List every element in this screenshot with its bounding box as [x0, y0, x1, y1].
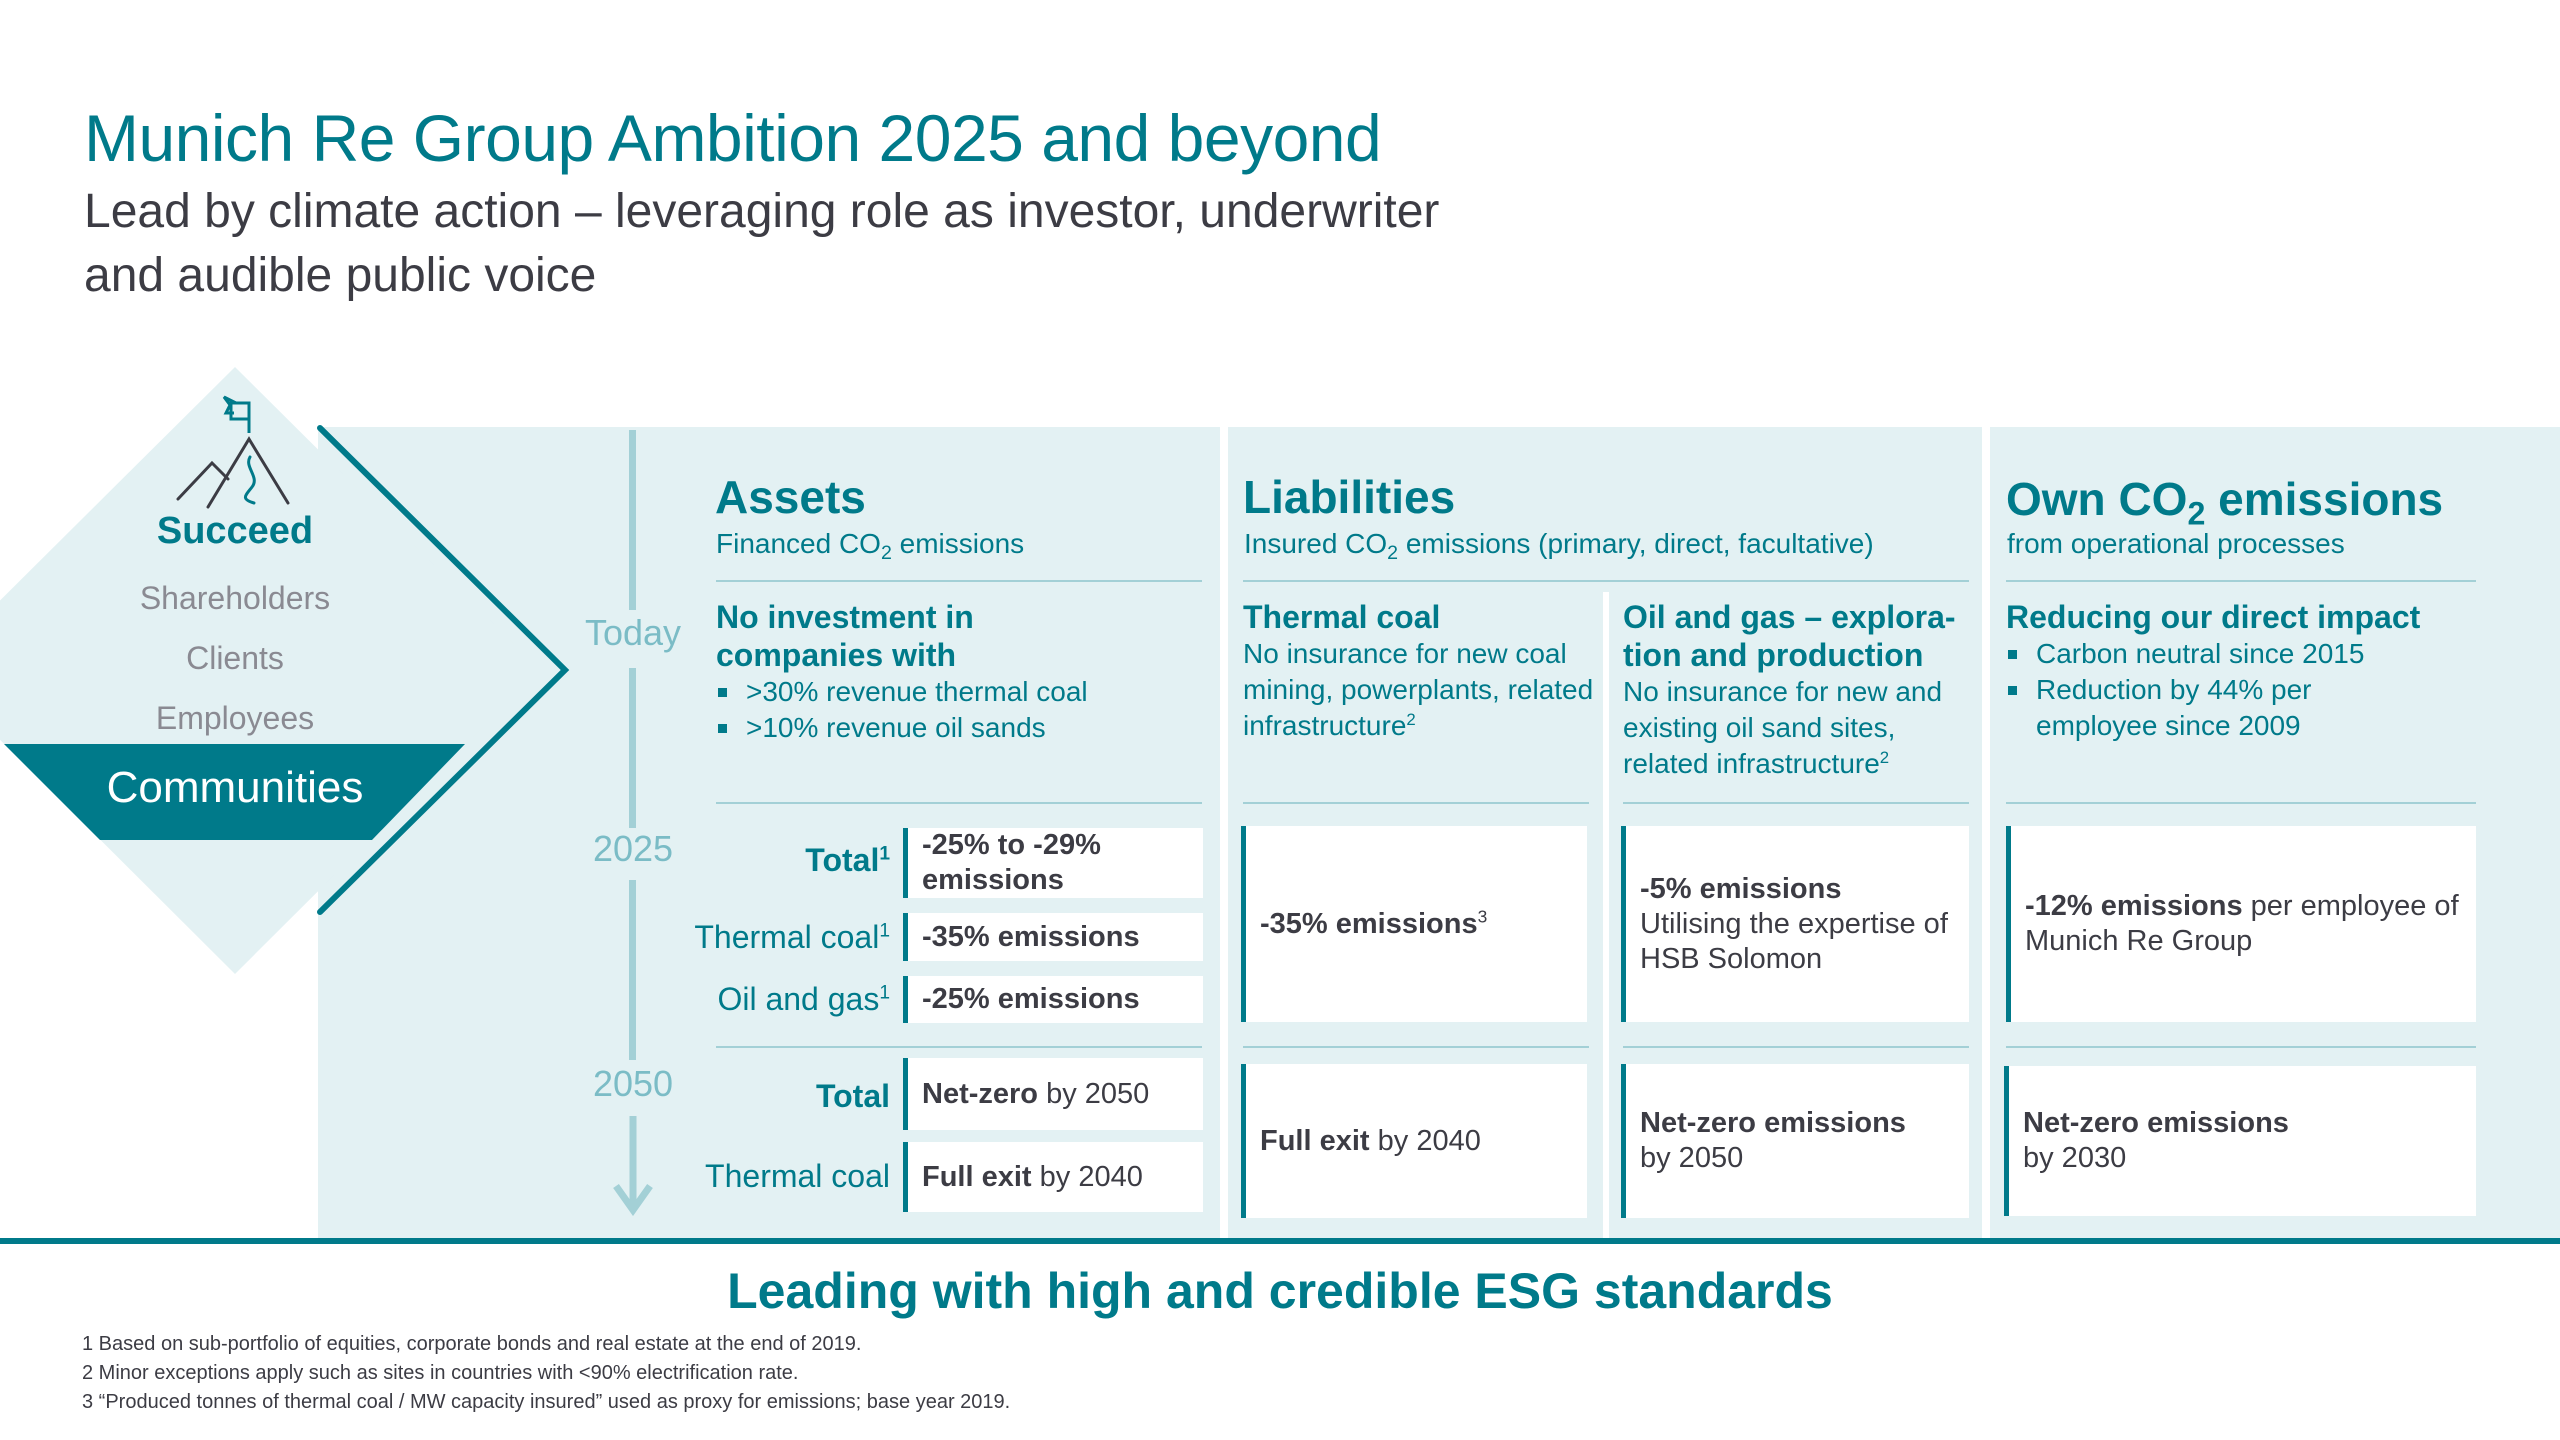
- assets-row-label-thermal-coal-2050: Thermal coal: [705, 1158, 890, 1194]
- footnotes: 1 Based on sub-portfolio of equities, co…: [82, 1330, 1010, 1417]
- liabilities-thermal-2050-divider: [1243, 1046, 1589, 1048]
- subtitle-line-1: Lead by climate action – leveraging role…: [84, 185, 1440, 238]
- column-divider-2: [1982, 427, 1990, 1240]
- stakeholder-clients: Clients: [186, 640, 284, 676]
- assets-row-label-oil-gas-2025: Oil and gas1: [717, 981, 890, 1017]
- assets-title: Assets: [715, 471, 866, 523]
- own-header-divider: [2006, 580, 2476, 582]
- subtitle-line-2: and audible public voice: [84, 249, 597, 302]
- liabilities-thermal-coal-heading: Thermal coal: [1243, 599, 1441, 635]
- liabilities-thermal-coal-target-2050: Full exit by 2040: [1241, 1064, 1587, 1218]
- liabilities-oil-2025-divider: [1623, 802, 1969, 804]
- own-2025-divider: [2006, 802, 2476, 804]
- assets-row-label-thermal-coal-2025: Thermal coal1: [694, 919, 890, 955]
- page-subtitle: Lead by climate action – leveraging role…: [84, 180, 1684, 308]
- own-emissions-title: Own CO2 emissions: [2006, 473, 2444, 532]
- succeed-label: Succeed: [156, 510, 314, 552]
- assets-today-heading: No investment in companies with: [716, 599, 974, 673]
- own-target-2050: Net-zero emissions by 2030: [2004, 1066, 2476, 1216]
- assets-subtitle: Financed CO2 emissions: [716, 528, 1025, 564]
- timeline-segment: [629, 880, 636, 1060]
- stakeholder-shareholders: Shareholders: [139, 580, 331, 616]
- liabilities-oil-gas-heading: Oil and gas – explora-tion and productio…: [1623, 599, 1956, 673]
- footnote-1: 1 Based on sub-portfolio of equities, co…: [82, 1333, 862, 1355]
- footnote-2: 2 Minor exceptions apply such as sites i…: [82, 1362, 799, 1384]
- timeline-segment: [629, 430, 636, 610]
- liabilities-inner-divider: [1603, 592, 1609, 1240]
- arrow-down-icon: [613, 1116, 653, 1216]
- liabilities-title: Liabilities: [1243, 471, 1456, 523]
- timeline-label-today: Today: [584, 612, 682, 653]
- mountain-flag-icon: [176, 395, 290, 509]
- assets-header-divider: [716, 580, 1202, 582]
- timeline-label-2050: 2050: [592, 1063, 674, 1104]
- liabilities-thermal-2025-divider: [1243, 802, 1589, 804]
- assets-target-thermal-coal-2025: -35% emissions: [903, 913, 1203, 961]
- liabilities-subtitle: Insured CO2 emissions (primary, direct, …: [1244, 528, 1874, 564]
- timeline-segment: [629, 668, 636, 828]
- assets-row-label-total-2025: Total1: [805, 842, 890, 878]
- liabilities-oil-2050-divider: [1623, 1046, 1969, 1048]
- bottom-divider-line: [0, 1238, 2560, 1244]
- own-today-heading: Reducing our direct impact: [2006, 599, 2421, 635]
- liabilities-oil-gas-target-2025: -5% emissions Utilising the expertise of …: [1621, 826, 1969, 1022]
- own-target-2025: -12% emissions per employee of Munich Re…: [2006, 826, 2476, 1022]
- assets-target-total-2025: -25% to -29% emissions: [903, 828, 1203, 898]
- own-today-bullets: Carbon neutral since 2015 Reduction by 4…: [2006, 636, 2366, 744]
- assets-row-label-total-2050: Total: [815, 1078, 890, 1114]
- assets-target-thermal-coal-2050: Full exit by 2040: [903, 1142, 1203, 1212]
- assets-target-oil-gas-2025: -25% emissions: [903, 976, 1203, 1023]
- bullet-item: Reduction by 44% per employee since 2009: [2006, 672, 2366, 744]
- bullet-item: Carbon neutral since 2015: [2006, 636, 2366, 672]
- liabilities-header-divider: [1243, 580, 1969, 582]
- stakeholder-employees: Employees: [155, 700, 315, 736]
- column-divider-1: [1220, 427, 1228, 1240]
- assets-today-bullets: >30% revenue thermal coal >10% revenue o…: [716, 674, 1196, 746]
- liabilities-oil-gas-target-2050: Net-zero emissions by 2050: [1621, 1064, 1969, 1218]
- esg-banner: Leading with high and credible ESG stand…: [727, 1263, 1833, 1319]
- stakeholder-communities-highlight: Communities: [106, 763, 364, 812]
- own-2050-divider: [2006, 1046, 2476, 1048]
- liabilities-thermal-coal-target-2025: -35% emissions3: [1241, 826, 1587, 1022]
- bullet-item: >30% revenue thermal coal: [716, 674, 1196, 710]
- liabilities-oil-gas-body: No insurance for new and existing oil sa…: [1623, 676, 1943, 779]
- bullet-item: >10% revenue oil sands: [716, 710, 1196, 746]
- timeline-label-2025: 2025: [592, 828, 674, 869]
- own-emissions-subtitle: from operational processes: [2007, 528, 2345, 559]
- page-title: Munich Re Group Ambition 2025 and beyond: [84, 101, 1382, 175]
- footnote-3: 3 “Produced tonnes of thermal coal / MW …: [82, 1391, 1011, 1413]
- assets-target-total-2050: Net-zero by 2050: [903, 1058, 1203, 1130]
- assets-2050-divider: [716, 1046, 1202, 1048]
- liabilities-thermal-coal-body: No insurance for new coal mining, powerp…: [1243, 638, 1594, 741]
- succeed-diamond: [0, 367, 570, 974]
- assets-2025-divider: [716, 802, 1202, 804]
